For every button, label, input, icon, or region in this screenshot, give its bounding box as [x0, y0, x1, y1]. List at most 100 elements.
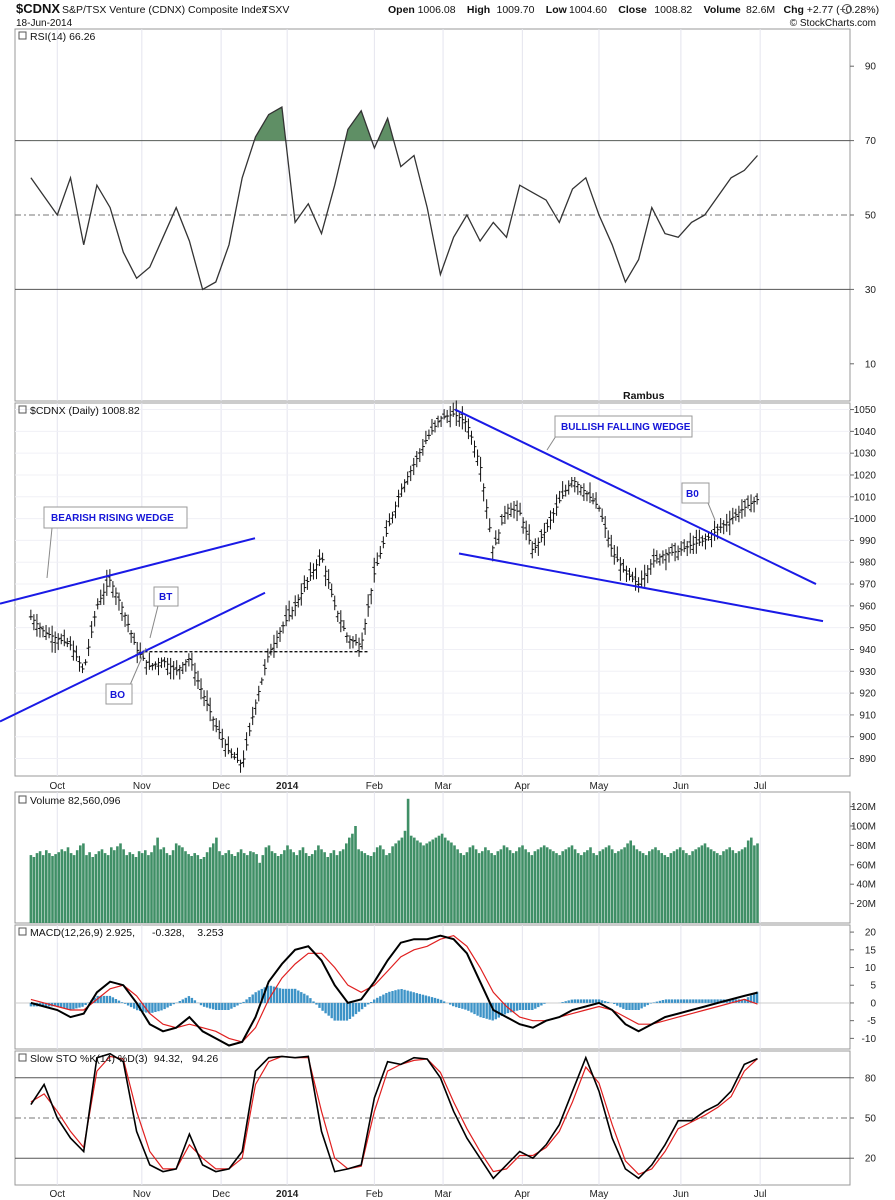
volume-bar	[332, 850, 336, 923]
bt-callout: BT	[149, 586, 179, 639]
price-bar	[302, 575, 307, 593]
macd-line	[30, 934, 758, 1047]
price-bar	[460, 406, 465, 430]
volume-bar	[447, 840, 450, 923]
volume-bar	[357, 849, 360, 923]
sto-legend-icon	[18, 1053, 27, 1062]
volume-bar	[462, 855, 466, 923]
price-bar	[320, 552, 325, 563]
volume-bar	[527, 852, 530, 923]
macd-histogram-bar	[421, 994, 425, 1003]
macd-histogram-bar	[181, 999, 184, 1003]
volume-bar	[406, 798, 410, 923]
price-bar	[527, 524, 532, 545]
macd-histogram-bar	[275, 987, 279, 1003]
volume-bar	[552, 851, 555, 923]
ohlc-readout: Open 1006.08 High 1009.70 Low 1004.60 Close 100…	[388, 4, 879, 16]
macd-histogram-bar	[686, 999, 689, 1003]
price-legend-icon	[18, 405, 27, 414]
macd-histogram-bar	[658, 1000, 662, 1003]
price-bar	[34, 613, 39, 637]
ohlc-label: High	[467, 4, 490, 16]
macd-histogram-bar	[537, 1002, 540, 1008]
bo-callout-left: BO	[105, 647, 147, 705]
volume-bar	[487, 850, 490, 923]
volume-bar	[722, 851, 725, 923]
macd-histogram-bar	[300, 992, 303, 1003]
volume-bar	[635, 849, 639, 923]
macd-histogram-bar	[339, 1002, 342, 1021]
macd-histogram-bar	[108, 995, 112, 1003]
volume-bar	[304, 853, 308, 923]
price-axis-tick-label: 1030	[854, 449, 877, 460]
macd-histogram-bar	[637, 1002, 640, 1010]
volume-bar	[97, 851, 101, 923]
volume-bar	[539, 847, 543, 923]
price-legend: $CDNX (Daily) 1008.82	[30, 405, 140, 417]
macd-histogram-bar	[406, 990, 409, 1003]
macd-histogram-bar	[221, 1002, 224, 1010]
price-bar	[524, 520, 529, 541]
macd-histogram-bar	[44, 1002, 48, 1007]
macd-histogram-bar	[248, 997, 251, 1003]
macd-histogram-bar	[230, 1002, 233, 1009]
volume-bar	[286, 845, 289, 923]
price-bar	[162, 657, 167, 668]
price-bar	[496, 529, 501, 545]
volume-bar	[746, 840, 750, 923]
price-bar	[493, 530, 498, 546]
price-bar	[521, 517, 526, 534]
volume-bar	[233, 856, 237, 923]
volume-bar	[502, 845, 506, 923]
price-bar	[545, 519, 550, 532]
chart-options-icon[interactable]	[842, 4, 852, 14]
macd-histogram-bar	[439, 999, 443, 1003]
volume-bar	[533, 851, 537, 923]
volume-legend: Volume 82,560,096	[30, 795, 121, 807]
price-bar	[129, 630, 134, 643]
price-bar	[630, 571, 635, 583]
price-bar	[502, 505, 507, 525]
volume-bar	[641, 853, 645, 923]
macd-histogram-bar	[351, 1002, 355, 1017]
volume-bar	[113, 850, 116, 923]
volume-bar	[675, 849, 679, 923]
ohlc-chg: Chg +2.77 (+0.28%)	[784, 4, 880, 16]
volume-bar	[397, 840, 401, 923]
bt-box	[153, 586, 179, 607]
volume-bar	[425, 843, 428, 923]
volume-bar	[174, 843, 178, 923]
volume-bar	[218, 851, 221, 923]
volume-bar	[586, 850, 589, 923]
volume-bar	[530, 855, 534, 923]
price-bar	[332, 595, 337, 611]
volume-bar	[614, 853, 617, 923]
volume-bar	[694, 849, 697, 923]
macd-axis-tick-label: 20	[865, 928, 877, 939]
macd-histogram-bar	[278, 988, 282, 1003]
price-bar	[746, 495, 751, 509]
price-bar	[378, 545, 383, 559]
macd-histogram-bar	[318, 1002, 321, 1008]
volume-bar	[212, 843, 215, 923]
macd-histogram-bar	[479, 1002, 482, 1018]
volume-bar	[712, 851, 716, 923]
price-bar	[442, 409, 447, 420]
sto-axis-tick-label: 50	[865, 1114, 877, 1125]
volume-bar	[88, 852, 91, 923]
chart-annotations: BEARISH RISING WEDGE BULLISH FALLING WED…	[43, 415, 716, 705]
macd-histogram-bar	[570, 999, 573, 1003]
volume-bar	[252, 852, 255, 923]
price-bar	[688, 532, 693, 554]
price-bar	[539, 529, 544, 543]
price-bar	[71, 640, 76, 661]
price-bar	[177, 664, 182, 680]
price-bar	[53, 631, 58, 654]
volume-bar	[450, 842, 453, 923]
macd-histogram-bar	[236, 1002, 239, 1006]
volume-bar	[620, 849, 623, 923]
macd-histogram-bar	[509, 1002, 513, 1013]
price-bar	[408, 465, 413, 482]
macd-histogram-bar	[713, 999, 716, 1003]
volume-bar	[29, 855, 33, 923]
